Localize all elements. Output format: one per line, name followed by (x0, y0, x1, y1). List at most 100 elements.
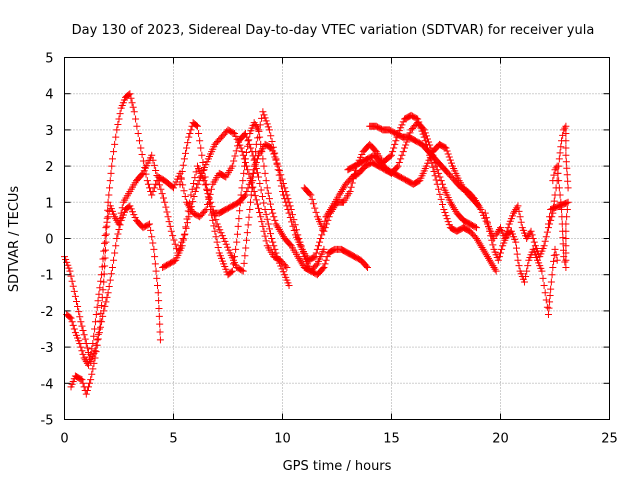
data-point (104, 206, 112, 214)
data-point (546, 292, 554, 300)
data-point (237, 144, 245, 152)
data-point (513, 250, 521, 258)
data-point (285, 198, 293, 206)
x-tick-label: 15 (383, 432, 400, 447)
data-point (252, 122, 260, 130)
data-point (443, 215, 451, 223)
data-point (389, 148, 397, 156)
data-point (515, 207, 523, 215)
data-point (244, 221, 252, 229)
data-point (249, 183, 257, 191)
data-point (312, 261, 320, 269)
data-point (150, 161, 158, 169)
data-point (129, 103, 137, 111)
data-point (471, 196, 479, 204)
y-tick-label: -4 (41, 377, 54, 392)
data-point (131, 214, 139, 222)
data-point (483, 253, 491, 261)
data-point (310, 253, 318, 261)
data-point (144, 180, 152, 188)
data-point (268, 144, 276, 152)
data-point (441, 143, 449, 151)
data-point (285, 209, 293, 217)
data-point (246, 206, 254, 214)
data-point (126, 90, 134, 98)
data-point (562, 144, 570, 152)
data-point (179, 161, 187, 169)
data-point (548, 271, 556, 279)
data-point (190, 193, 198, 201)
data-point (139, 157, 147, 165)
data-point (158, 190, 166, 198)
data-point (485, 223, 493, 231)
data-point (238, 266, 246, 274)
data-point (70, 287, 78, 295)
data-point (185, 133, 193, 141)
data-point (69, 321, 77, 329)
data-point (113, 235, 121, 242)
data-point (195, 177, 203, 185)
data-point (253, 124, 261, 132)
data-point (200, 166, 208, 174)
data-point (290, 216, 298, 224)
data-point (318, 231, 326, 239)
data-point (116, 110, 124, 118)
data-point (487, 232, 495, 240)
data-point (66, 313, 74, 321)
data-point (551, 166, 559, 174)
data-point (260, 199, 268, 207)
data-point (471, 223, 479, 231)
data-point (181, 193, 189, 201)
data-point (510, 209, 518, 217)
data-point (67, 272, 75, 280)
data-point (559, 234, 567, 242)
data-point (445, 153, 453, 161)
data-point (480, 247, 488, 255)
y-tick-label: -3 (41, 341, 54, 356)
data-point (547, 285, 555, 293)
data-point (102, 298, 110, 306)
data-point (233, 230, 241, 238)
data-point (108, 155, 116, 163)
data-point (90, 359, 98, 367)
data-point (78, 376, 86, 384)
data-point (489, 262, 497, 270)
data-point (553, 256, 561, 264)
data-point (422, 162, 430, 170)
data-point (102, 230, 110, 238)
data-point (551, 245, 559, 253)
data-points (61, 90, 572, 398)
data-point (473, 235, 481, 242)
data-point (83, 359, 91, 367)
data-point (66, 267, 74, 275)
data-point (69, 282, 77, 290)
data-point (557, 143, 565, 151)
data-point (218, 232, 226, 240)
data-point (152, 180, 160, 188)
data-point (146, 220, 154, 228)
data-point (449, 202, 457, 210)
data-point (156, 336, 164, 344)
data-point (277, 171, 285, 179)
data-point (88, 345, 96, 353)
data-point (239, 267, 247, 275)
data-point (399, 148, 407, 156)
data-point (232, 147, 240, 155)
data-point (234, 222, 242, 230)
data-point (322, 213, 330, 221)
series-track-6 (209, 140, 372, 279)
data-point (148, 151, 156, 159)
data-point (429, 163, 437, 171)
data-point (194, 180, 202, 188)
data-point (83, 344, 91, 352)
data-point (498, 245, 506, 253)
data-point (442, 212, 450, 220)
data-point (335, 191, 343, 199)
data-point (522, 273, 530, 281)
data-point (492, 267, 500, 275)
data-point (67, 314, 75, 322)
data-point (176, 180, 184, 188)
data-point (274, 162, 282, 170)
data-point (105, 191, 113, 199)
data-point (562, 235, 570, 242)
